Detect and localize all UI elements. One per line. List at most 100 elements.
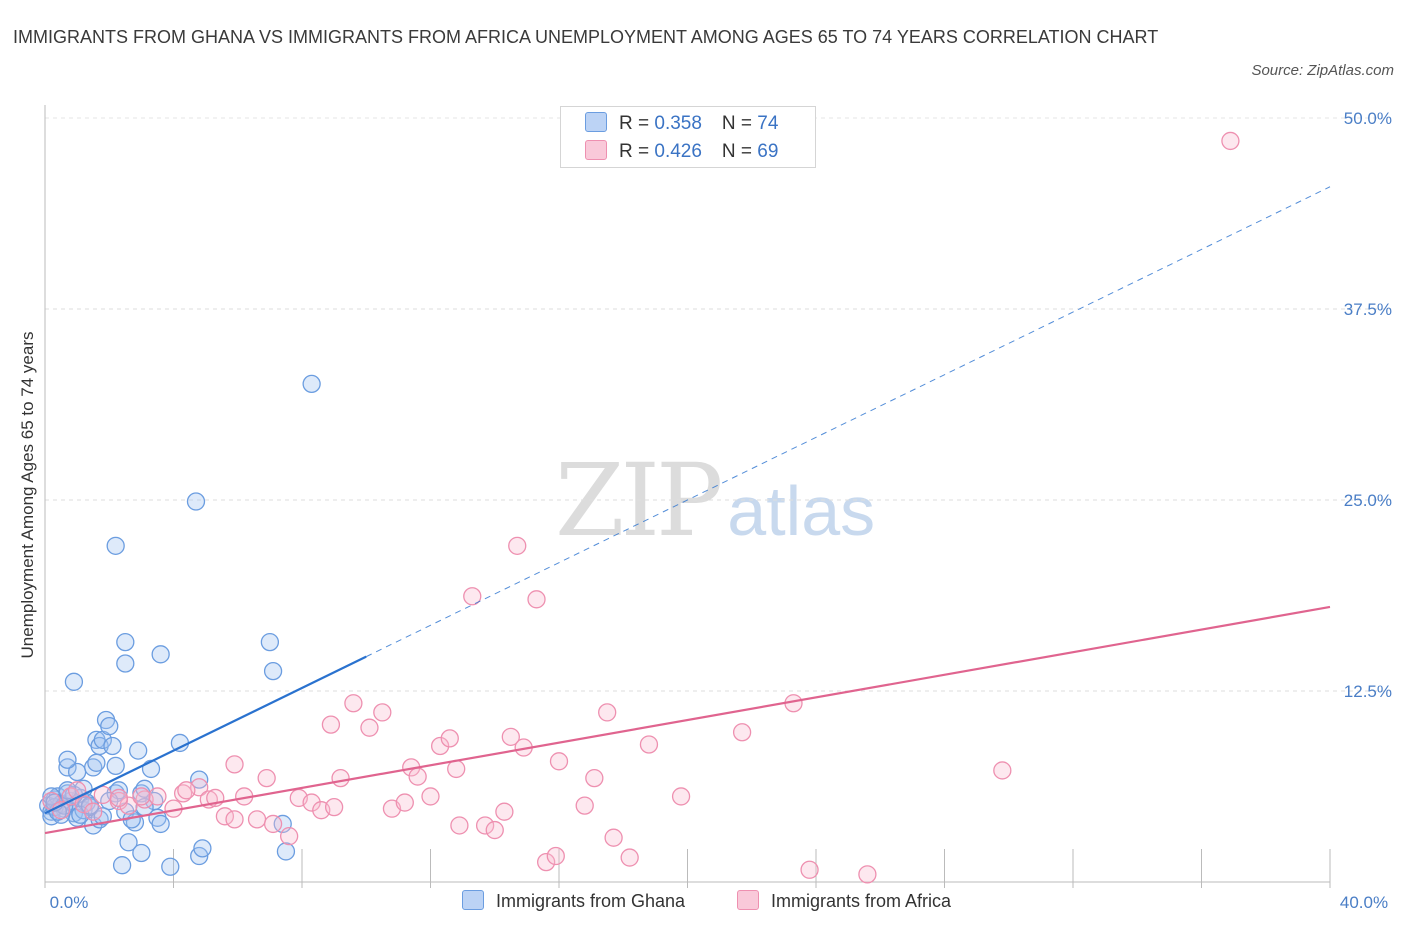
africa-swatch [585, 140, 607, 160]
ghana-point [151, 814, 170, 834]
ghana-point [119, 833, 138, 852]
africa-point [324, 797, 344, 817]
ghana-trend-dashed [366, 186, 1331, 658]
bottom-ghana-swatch [462, 890, 484, 910]
ghana-trend-solid [44, 655, 367, 815]
source-label: Source: ZipAtlas.com [1251, 62, 1394, 79]
africa-point [450, 816, 469, 835]
africa-point [463, 587, 482, 606]
bottom-legend-ghana: Immigrants from Ghana [462, 890, 685, 912]
africa-point [360, 718, 379, 737]
africa-point [485, 820, 504, 840]
africa-point [421, 787, 440, 806]
ghana-point [193, 839, 212, 858]
ghana-point [116, 632, 135, 652]
africa-point [109, 788, 129, 808]
africa-point [639, 735, 659, 754]
ghana-point [103, 736, 122, 756]
africa-point [440, 729, 459, 748]
legend-row-africa: R = 0.426 N = 69 [585, 140, 778, 164]
africa-point [447, 759, 466, 779]
ghana-point [263, 661, 283, 681]
africa-point [858, 865, 877, 884]
africa-point [177, 781, 196, 800]
africa-point [430, 736, 450, 756]
africa-n-value: 69 [757, 141, 779, 162]
africa-points [42, 131, 1240, 884]
africa-point [257, 768, 276, 788]
africa-point [671, 787, 691, 806]
africa-point [321, 715, 341, 734]
africa-point [225, 810, 244, 829]
bottom-africa-swatch [737, 890, 759, 910]
y-tick-label: 50.0% [1344, 109, 1392, 128]
africa-point [148, 787, 167, 806]
ghana-point [141, 759, 161, 779]
africa-point [132, 787, 151, 806]
bottom-africa-label: Immigrants from Africa [771, 891, 952, 911]
ghana-r-value: 0.358 [654, 113, 702, 134]
ghana-point [58, 750, 77, 769]
ghana-point [186, 492, 206, 511]
africa-point [373, 703, 392, 722]
y-tick-label: 37.5% [1344, 300, 1392, 319]
africa-point [173, 784, 193, 803]
africa-point [475, 816, 495, 835]
africa-point [395, 793, 414, 812]
africa-point [537, 852, 556, 872]
ghana-point [151, 645, 170, 664]
africa-point [1221, 131, 1240, 151]
chart-title: IMMIGRANTS FROM GHANA VS IMMIGRANTS FROM… [13, 27, 1159, 47]
x-tick-label-min: 0.0% [50, 893, 89, 912]
y-tick-label: 12.5% [1344, 682, 1392, 701]
ghana-point [87, 753, 106, 772]
ghana-point [64, 672, 84, 691]
africa-point [575, 796, 594, 815]
africa-trend-line [44, 605, 1331, 835]
bottom-legend-africa: Immigrants from Africa [737, 890, 951, 912]
africa-point [620, 848, 639, 867]
ghana-point [106, 756, 125, 776]
ghana-n-label: N = [721, 113, 758, 134]
ghana-n-value: 74 [757, 113, 779, 134]
africa-point [247, 810, 267, 829]
axes [44, 105, 1331, 888]
bottom-ghana-label: Immigrants from Ghana [496, 891, 686, 911]
africa-point [408, 767, 427, 786]
ghana-point [93, 807, 112, 826]
ghana-point [276, 842, 296, 861]
africa-point [84, 802, 103, 821]
africa-point [546, 846, 565, 866]
ghana-point [302, 374, 321, 394]
africa-point [501, 727, 520, 746]
ghana-point [190, 770, 209, 789]
ghana-point [260, 632, 280, 652]
trend-lines [44, 186, 1331, 835]
ghana-point [116, 654, 135, 673]
watermark-atlas: atlas [727, 472, 876, 550]
ghana-point [100, 716, 119, 736]
tick-labels: 12.5% 25.0% 37.5% 50.0% 0.0% 40.0% [50, 109, 1392, 912]
ghana-point [132, 843, 151, 863]
africa-point [263, 814, 283, 834]
africa-point [508, 536, 527, 555]
africa-point [598, 703, 617, 722]
stats-legend: R = 0.358 N = 74 R = 0.426 N = 69 [560, 106, 816, 168]
ghana-point [112, 856, 132, 875]
africa-n-label: N = [721, 141, 758, 162]
africa-point [549, 752, 569, 771]
africa-r-value: 0.426 [654, 141, 702, 162]
africa-point [279, 827, 299, 846]
africa-point [302, 793, 321, 812]
ghana-point [106, 536, 125, 555]
africa-point [732, 723, 752, 742]
africa-point [344, 694, 363, 713]
africa-point [604, 828, 623, 847]
africa-point [225, 755, 244, 774]
africa-point [67, 781, 87, 800]
africa-point [527, 590, 546, 609]
y-tick-label: 25.0% [1344, 491, 1392, 510]
ghana-r-label: R = [619, 113, 655, 134]
legend-row-ghana: R = 0.358 N = 74 [585, 112, 778, 136]
ghana-point [58, 758, 77, 777]
